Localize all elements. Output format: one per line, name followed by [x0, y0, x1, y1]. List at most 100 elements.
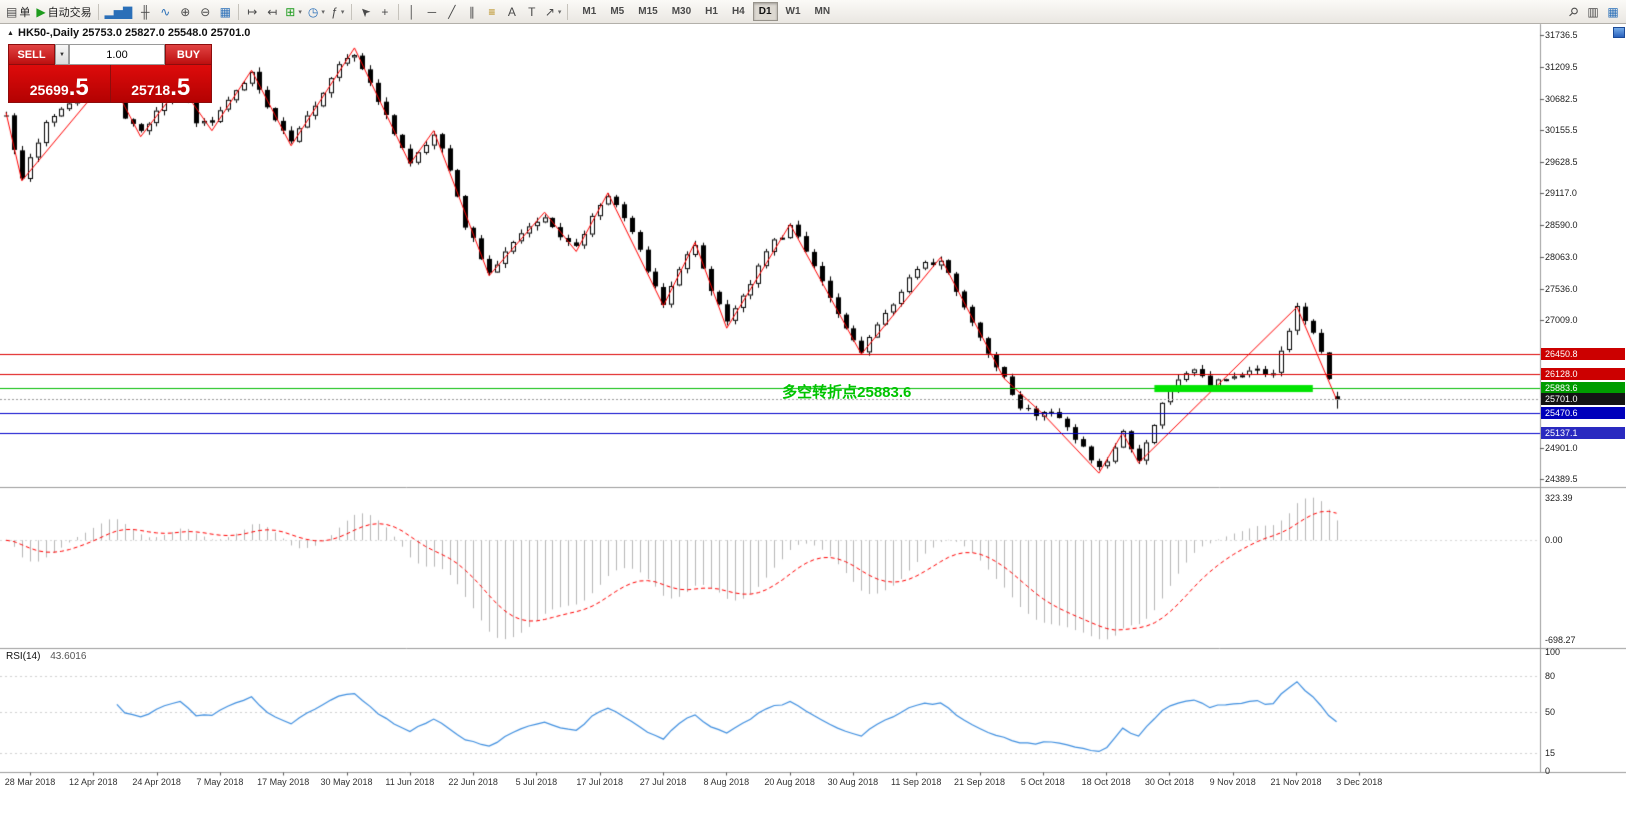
one-click-trading-panel: SELL ▼ BUY 25699 .5 25718 .5 [8, 44, 212, 103]
label-icon: T [528, 4, 536, 19]
date-label: 11 Sep 2018 [890, 777, 942, 787]
timeframe-m1-button[interactable]: M1 [576, 2, 602, 21]
cursor-arrow-icon: ➤ [356, 2, 374, 21]
rsi-indicator-header: RSI(14) 43.6016 [6, 651, 86, 662]
help-grid-icon: ▦ [1607, 4, 1619, 19]
autotrading-play-icon: ▶ [36, 4, 46, 19]
date-label: 12 Apr 2018 [69, 777, 118, 787]
zoom-in-button[interactable]: ⊕ [175, 2, 195, 22]
dropdown-arrow-icon[interactable]: ▾ [321, 8, 325, 16]
axis-corner-button[interactable] [1613, 27, 1625, 38]
timeframe-w1-button[interactable]: W1 [780, 2, 807, 21]
text-button[interactable]: A [502, 2, 522, 22]
price-tick-label: 27009.0 [1545, 315, 1578, 326]
sell-price-main: 25699 [29, 82, 69, 98]
date-label: 24 Apr 2018 [132, 777, 181, 787]
rsi-axis-label: 100 [1545, 647, 1561, 657]
rsi-axis-label: 50 [1545, 706, 1556, 717]
timeframe-h4-button[interactable]: H4 [726, 2, 751, 21]
vertical-line-button[interactable]: │ [402, 2, 422, 22]
volume-dropdown-button[interactable]: ▼ [55, 44, 69, 65]
price-level-label: 26128.0 [1541, 367, 1625, 380]
grid-icon: ▦ [219, 4, 231, 19]
new-chart-button[interactable]: ⊞ ▾ [282, 2, 305, 22]
macd-axis-label: -698.27 [1545, 635, 1576, 645]
buy-button[interactable]: BUY [165, 44, 212, 65]
dropdown-arrow-icon[interactable]: ▾ [298, 8, 302, 16]
label-button[interactable]: T [522, 2, 542, 22]
crosshair-icon: + [381, 4, 389, 19]
zoom-out-button[interactable]: ⊖ [195, 2, 215, 22]
rsi-axis-label: 80 [1545, 670, 1556, 681]
search-icon: ⚲ [1564, 3, 1582, 20]
toolbar-separator [97, 3, 99, 20]
price-tick-label: 24901.0 [1545, 442, 1578, 453]
sell-price[interactable]: 25699 .5 [9, 65, 110, 102]
new-order-button[interactable]: ▤ 单 [3, 2, 33, 22]
fibonacci-button[interactable]: ≡ [482, 2, 502, 22]
buy-price[interactable]: 25718 .5 [111, 65, 212, 102]
sell-button[interactable]: SELL [8, 44, 55, 65]
price-tick-label: 28590.0 [1545, 219, 1578, 230]
price-level-label: 25701.0 [1541, 393, 1625, 406]
autotrading-button[interactable]: ▶ 自动交易 [33, 2, 94, 22]
bar-chart-button[interactable]: ▂▅▇ [102, 2, 136, 22]
data-window-button[interactable]: ▥ [1583, 2, 1603, 22]
timeframe-d1-button[interactable]: D1 [752, 2, 778, 21]
new-order-button-label: 单 [19, 6, 31, 19]
timeframe-h1-button[interactable]: H1 [699, 2, 724, 21]
dropdown-arrow-icon[interactable]: ▾ [557, 8, 562, 16]
rsi-name: RSI(14) [6, 651, 41, 662]
arrow-objects-button[interactable]: ↗ ▾ [542, 2, 565, 22]
price-tick-label: 30155.5 [1545, 125, 1578, 136]
trendline-button[interactable]: ╱ [442, 2, 462, 22]
channel-button[interactable]: ∥ [462, 2, 482, 22]
toolbar-separator [567, 3, 569, 20]
chart-shift-button[interactable]: ↤ [262, 2, 282, 22]
auto-scroll-button[interactable]: ↦ [242, 2, 262, 22]
buy-price-main: 25718 [131, 82, 171, 98]
data-window-icon: ▥ [1587, 4, 1599, 19]
candlestick-icon: ╫ [141, 4, 150, 19]
date-label: 17 May 2018 [257, 777, 310, 787]
periods-button[interactable]: ◷ ▾ [305, 2, 328, 22]
price-tick-label: 28063.0 [1545, 251, 1578, 262]
date-label: 3 Dec 2018 [1336, 777, 1383, 787]
timeframe-mn-button[interactable]: MN [809, 2, 837, 21]
horizontal-line-icon: ─ [427, 4, 437, 19]
toolbar-separator [350, 3, 352, 20]
fibonacci-icon: ≡ [488, 4, 496, 19]
date-label: 30 Aug 2018 [827, 777, 879, 787]
horizontal-line-button[interactable]: ─ [422, 2, 442, 22]
price-tick-label: 30682.5 [1545, 93, 1578, 104]
cursor-button[interactable]: ➤ [355, 2, 375, 22]
one-click-collapse-icon[interactable]: ▲ [7, 30, 14, 37]
dropdown-arrow-icon[interactable]: ▾ [340, 8, 345, 16]
buy-price-fraction: .5 [170, 73, 191, 101]
price-tick-label: 24389.5 [1545, 473, 1578, 484]
zoom-in-icon: ⊕ [180, 4, 191, 19]
vertical-line-icon: │ [408, 4, 416, 19]
timeframe-m30-button[interactable]: M30 [666, 2, 697, 21]
candlestick-chart-button[interactable]: ╫ [135, 2, 155, 22]
indicators-button[interactable]: ƒ ▾ [328, 2, 348, 22]
crosshair-button[interactable]: + [375, 2, 395, 22]
rsi-axis-label: 15 [1545, 748, 1556, 759]
date-label: 27 Jul 2018 [639, 777, 687, 787]
timeframe-m15-button[interactable]: M15 [632, 2, 663, 21]
help-button[interactable]: ▦ [1603, 2, 1623, 22]
date-label: 21 Sep 2018 [953, 777, 1006, 787]
line-chart-button[interactable]: ∿ [155, 2, 175, 22]
grid-button[interactable]: ▦ [215, 2, 235, 22]
volume-input[interactable] [69, 44, 165, 65]
date-label: 30 May 2018 [320, 777, 373, 787]
price-level-label: 25470.6 [1541, 407, 1625, 420]
macd-axis-label: 323.39 [1545, 493, 1573, 503]
timeframe-m5-button[interactable]: M5 [604, 2, 630, 21]
toolbar-left-group: ▤ 单 ▶ 自动交易 ▂▅▇ ╫ ∿ ⊕ ⊖ ▦ ↦ ↤ ⊞ ▾ ◷ ▾ ƒ ▾ ➤ + │ ─ ╱ ∥ ≡ A T ↗ ▾ [3, 2, 571, 22]
main-toolbar: ▤ 单 ▶ 自动交易 ▂▅▇ ╫ ∿ ⊕ ⊖ ▦ ↦ ↤ ⊞ ▾ ◷ ▾ ƒ ▾ ➤ + │ ─ ╱ ∥ ≡ A T ↗ ▾ M1 M5 M… [0, 0, 1626, 24]
price-level-label: 25137.1 [1541, 427, 1625, 440]
search-button[interactable]: ⚲ [1563, 2, 1583, 22]
